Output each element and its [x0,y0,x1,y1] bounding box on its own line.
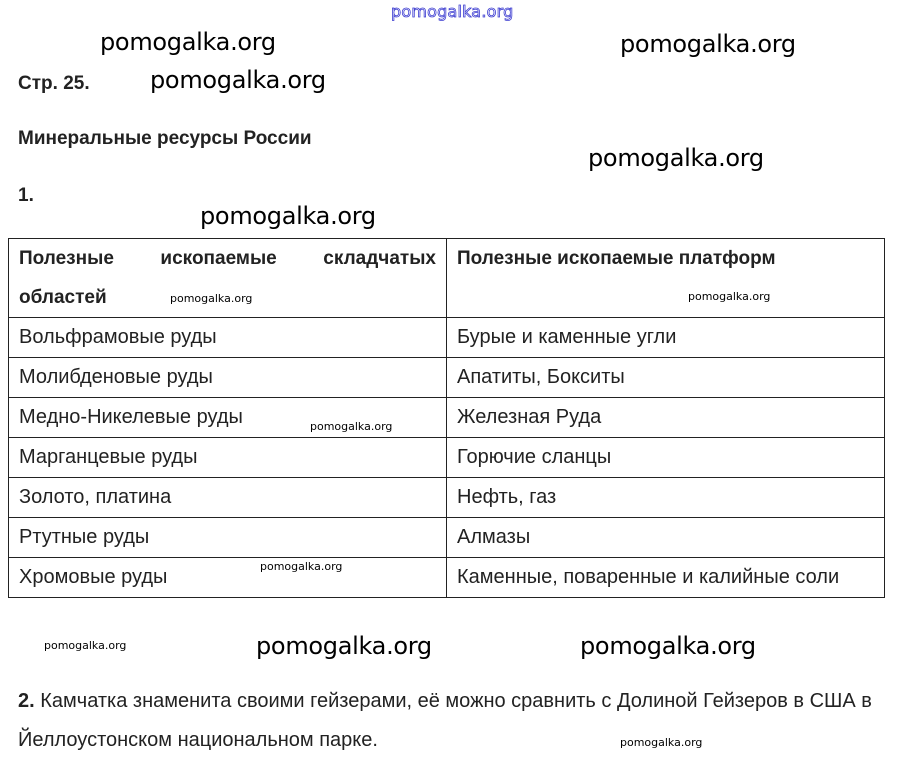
watermark: pomogalka.org [100,28,276,56]
table-row: Ртутные руды Алмазы [8,517,885,558]
table-cell: Нефть, газ [446,477,885,518]
header-folded-areas: Полезные ископаемые складчатых областей [8,238,447,318]
table-cell: Молибденовые руды [8,357,447,398]
watermark: pomogalka.org [588,144,764,172]
watermark: pomogalka.org [200,202,376,230]
table-cell: Медно-Никелевые руды [8,397,447,438]
table-row: Марганцевые руды Горючие сланцы [8,437,885,478]
table-cell: Ртутные руды [8,517,447,558]
task-1-number: 1. [18,185,34,206]
table-row: Вольфрамовые руды Бурые и каменные угли [8,317,885,358]
minerals-table: Полезные ископаемые складчатых областей … [8,238,885,598]
page-title: Минеральные ресурсы России [18,128,312,149]
watermark: pomogalka.org [260,560,343,573]
table-row: Хромовые руды Каменные, поваренные и кали… [8,557,885,598]
watermark: pomogalka.org [256,632,432,660]
watermark: pomogalka.org [170,292,253,305]
table-cell: Железная Руда [446,397,885,438]
watermark: pomogalka.org [310,420,393,433]
watermark: pomogalka.org [150,66,326,94]
table-row: Золото, платина Нефть, газ [8,477,885,518]
watermark: pomogalka.org [44,639,127,652]
table-cell: Вольфрамовые руды [8,317,447,358]
page-label: Стр. 25. [18,73,90,94]
table-cell: Алмазы [446,517,885,558]
header-platforms: Полезные ископаемые платформ [446,238,885,318]
watermark: pomogalka.org [688,290,771,303]
table-row: Медно-Никелевые руды Железная Руда [8,397,885,438]
table-cell: Бурые и каменные угли [446,317,885,358]
task-2-paragraph: 2. Камчатка знаменита своими гейзерами, … [18,682,888,760]
table-cell: Каменные, поваренные и калийные соли [446,557,885,598]
watermark: pomogalka.org [620,736,703,749]
table-cell: Марганцевые руды [8,437,447,478]
table-cell: Горючие сланцы [446,437,885,478]
task-2-number: 2. [18,690,35,712]
table-header-row: Полезные ископаемые складчатых областей … [8,238,885,318]
table-cell: Хромовые руды [8,557,447,598]
watermark: pomogalka.org [580,632,756,660]
table-row: Молибденовые руды Апатиты, Бокситы [8,357,885,398]
table-cell: Апатиты, Бокситы [446,357,885,398]
table-cell: Золото, платина [8,477,447,518]
watermark: pomogalka.org [620,30,796,58]
task-2-text: Камчатка знаменита своими гейзерами, её … [18,690,872,751]
watermark-top: pomogalka.org [391,2,514,22]
